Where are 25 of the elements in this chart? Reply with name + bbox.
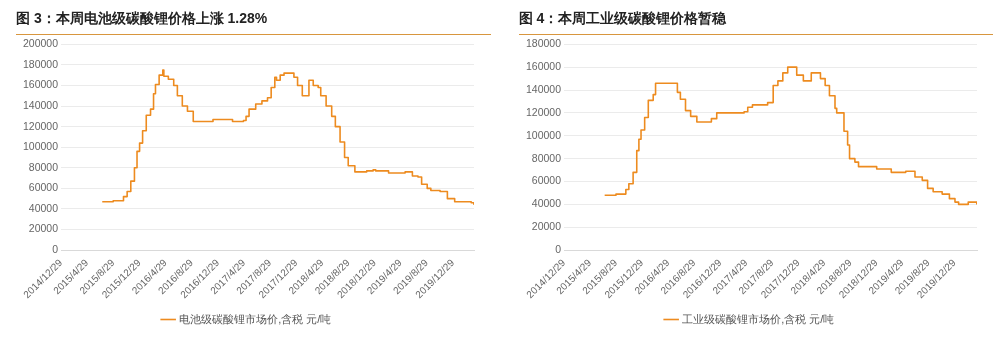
y-tick-label: 20000 bbox=[28, 222, 59, 235]
y-tick-label: 200000 bbox=[22, 37, 59, 50]
y-tick-label: 40000 bbox=[28, 201, 59, 214]
y-tick-label: 20000 bbox=[531, 220, 561, 233]
y-tick-label: 140000 bbox=[525, 82, 561, 95]
y-tick-label: 40000 bbox=[531, 197, 561, 210]
y-tick-label: 80000 bbox=[28, 160, 59, 173]
y-tick-label: 180000 bbox=[22, 57, 59, 70]
y-tick-label: 60000 bbox=[531, 174, 561, 187]
y-tick-label: 180000 bbox=[525, 37, 561, 50]
y-tick-label: 100000 bbox=[22, 140, 59, 153]
chart-title: 图 3：本周电池级碳酸锂价格上涨 1.28% bbox=[16, 6, 491, 35]
y-tick-label: 80000 bbox=[531, 151, 561, 164]
y-tick-label: 160000 bbox=[22, 78, 59, 91]
y-tick-label: 160000 bbox=[525, 60, 561, 73]
chart-title: 图 4：本周工业级碳酸锂价格暂稳 bbox=[518, 6, 993, 35]
y-tick-label: 120000 bbox=[22, 119, 59, 132]
legend-label: 工业级碳酸锂市场价,含税 元/吨 bbox=[681, 312, 834, 325]
legend-label: 电池级碳酸锂市场价,含税 元/吨 bbox=[179, 312, 332, 325]
y-tick-label: 100000 bbox=[525, 128, 561, 141]
y-tick-label: 140000 bbox=[22, 98, 59, 111]
y-tick-label: 60000 bbox=[28, 181, 59, 194]
y-tick-label: 120000 bbox=[525, 105, 561, 118]
y-tick-label: 0 bbox=[554, 243, 561, 256]
y-tick-label: 0 bbox=[52, 243, 59, 256]
